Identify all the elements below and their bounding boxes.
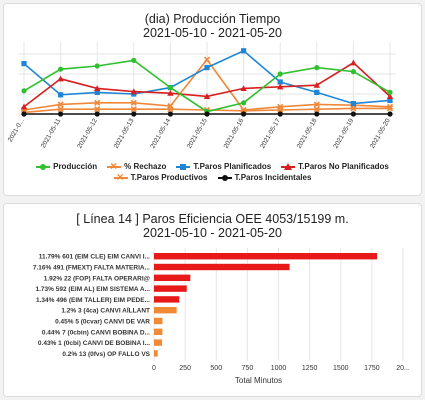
- bar: [154, 350, 158, 356]
- data-point-t-paros-incidentales: [168, 111, 173, 116]
- data-point-t-paros-planificados: [314, 90, 319, 95]
- data-point-t-paros-incidentales: [241, 111, 246, 116]
- line-chart-plot: 2021-0... 2021-05-11 2021-05-12 2021-05-13 2…: [4, 4, 423, 154]
- bar: [154, 307, 177, 313]
- data-point-t-paros-planificados: [21, 61, 26, 66]
- bar: [154, 264, 290, 270]
- data-point-t-paros-incidentales: [58, 111, 63, 116]
- legend-marker-icon: ×: [114, 174, 128, 182]
- x-tick-label: 250: [179, 365, 191, 372]
- y-category-label: 0.43% 1 (0cbi) CANVI DE BOBINA I...: [38, 340, 150, 347]
- legend-marker-icon: [176, 163, 190, 171]
- bar-chart-panel: [ Línea 14 ] Paros Eficiencia OEE 4053/1…: [3, 203, 422, 397]
- legend-label: T.Paros No Planificados: [298, 162, 389, 171]
- data-point-producci-n: [168, 85, 173, 90]
- line-chart-legend: Producción × % Rechazo T.Paros Planificados…: [4, 162, 421, 184]
- data-point-producci-n: [131, 58, 136, 63]
- y-category-label: 7.16% 491 (FMEXT) FALTA MATERIA...: [33, 265, 150, 272]
- data-point-t-paros-incidentales: [314, 111, 319, 116]
- x-tick-label: 2021-05-14: [149, 117, 172, 150]
- data-point-t-paros-incidentales: [95, 111, 100, 116]
- legend-marker-icon: [36, 163, 50, 171]
- data-point-t-paros-incidentales: [131, 111, 136, 116]
- data-point-t-paros-no-planificados: [350, 60, 356, 66]
- legend-label: Producción: [53, 162, 97, 171]
- data-point-t-paros-incidentales: [21, 111, 26, 116]
- data-point-producci-n: [21, 88, 26, 93]
- data-point-t-paros-planificados: [351, 101, 356, 106]
- data-point-producci-n: [278, 71, 283, 76]
- bar: [154, 329, 162, 335]
- data-point-t-paros-incidentales: [204, 111, 209, 116]
- legend-label: T.Paros Incidentales: [235, 173, 312, 182]
- bar: [154, 339, 162, 345]
- data-point-producci-n: [314, 65, 319, 70]
- legend-marker-icon: [281, 163, 295, 171]
- data-point-t-paros-no-planificados: [57, 76, 63, 82]
- bar: [154, 296, 179, 302]
- x-tick-label: 1250: [302, 365, 318, 372]
- legend-item-t-paros-no-planificados[interactable]: T.Paros No Planificados: [281, 162, 389, 171]
- legend-label: % Rechazo: [124, 162, 166, 171]
- data-point-t-paros-planificados: [58, 92, 63, 97]
- x-tick-label: 1750: [364, 365, 380, 372]
- bar: [154, 253, 377, 259]
- bar: [154, 318, 162, 324]
- data-point-t-paros-planificados: [241, 48, 246, 53]
- data-point-producci-n: [387, 90, 392, 95]
- bar-chart-plot: 0 250 500 750 1000 1250 1500 1750 20... 11.79% 60…: [4, 204, 423, 398]
- legend-item-producci-n[interactable]: Producción: [36, 162, 97, 171]
- legend-marker-icon: [218, 174, 232, 182]
- legend-label: T.Paros Planificados: [193, 162, 271, 171]
- x-tick-label: 2021-05-19: [332, 117, 355, 150]
- x-tick-label: 750: [242, 365, 254, 372]
- x-tick-label: 2021-05-13: [113, 117, 136, 150]
- x-tick-label: 1500: [333, 365, 349, 372]
- data-point-producci-n: [351, 69, 356, 74]
- y-category-label: 1.2% 3 (4ca) CANVI AÏLLANT: [61, 307, 150, 315]
- line-chart-panel: (dia) Producción Tiempo 2021-05-10 - 202…: [3, 3, 422, 196]
- data-point-t-paros-incidentales: [278, 111, 283, 116]
- data-point-t-paros-incidentales: [387, 111, 392, 116]
- legend-item-t-paros-planificados[interactable]: T.Paros Planificados: [176, 162, 271, 171]
- data-point-producci-n: [241, 100, 246, 105]
- x-tick-label: 1000: [271, 365, 287, 372]
- data-point-t-paros-incidentales: [351, 111, 356, 116]
- x-tick-label: 500: [210, 365, 222, 372]
- x-axis-label: Total Minutos: [235, 376, 282, 385]
- y-category-label: 1.92% 22 (FOP) FALTA OPERARI@: [44, 275, 150, 282]
- legend-item-t-paros-productivos[interactable]: × T.Paros Productivos: [114, 173, 208, 182]
- x-tick-label: 0: [152, 365, 156, 372]
- y-category-label: 0.45% 5 (0cvar) CANVI DE VAR: [55, 319, 150, 326]
- y-category-label: 0.44% 7 (0cbin) CANVI BOBINA D...: [42, 329, 150, 336]
- legend-item-t-paros-incidentales[interactable]: T.Paros Incidentales: [218, 173, 312, 182]
- x-tick-label: 2021-05-16: [223, 117, 246, 150]
- x-tick-label: 2021-05-20: [369, 117, 392, 150]
- x-tick-label: 2021-05-15: [186, 117, 209, 150]
- data-point-producci-n: [95, 63, 100, 68]
- bar: [154, 285, 187, 291]
- bar: [154, 275, 190, 281]
- x-tick-label: 20...: [396, 365, 410, 372]
- data-point-producci-n: [58, 67, 63, 72]
- y-category-label: 11.79% 601 (EIM CLE) EIM CANVI I...: [39, 254, 150, 261]
- legend-label: T.Paros Productivos: [131, 173, 208, 182]
- x-tick-label: 2021-05-17: [259, 117, 282, 150]
- x-tick-label: 2021-0...: [7, 117, 26, 143]
- y-category-label: 1.34% 496 (EIM TALLER) EIM PEDE...: [36, 297, 150, 304]
- y-category-label: 1.73% 592 (EIM AL) EIM SISTEMA A...: [36, 286, 151, 293]
- x-tick-label: 2021-05-18: [296, 117, 319, 150]
- data-point-t-paros-planificados: [204, 65, 209, 70]
- x-tick-label: 2021-05-12: [76, 117, 99, 150]
- x-tick-label: 2021-05-11: [40, 117, 63, 149]
- y-category-label: 0.2% 13 (0fvs) OP FALLO VS: [62, 351, 150, 358]
